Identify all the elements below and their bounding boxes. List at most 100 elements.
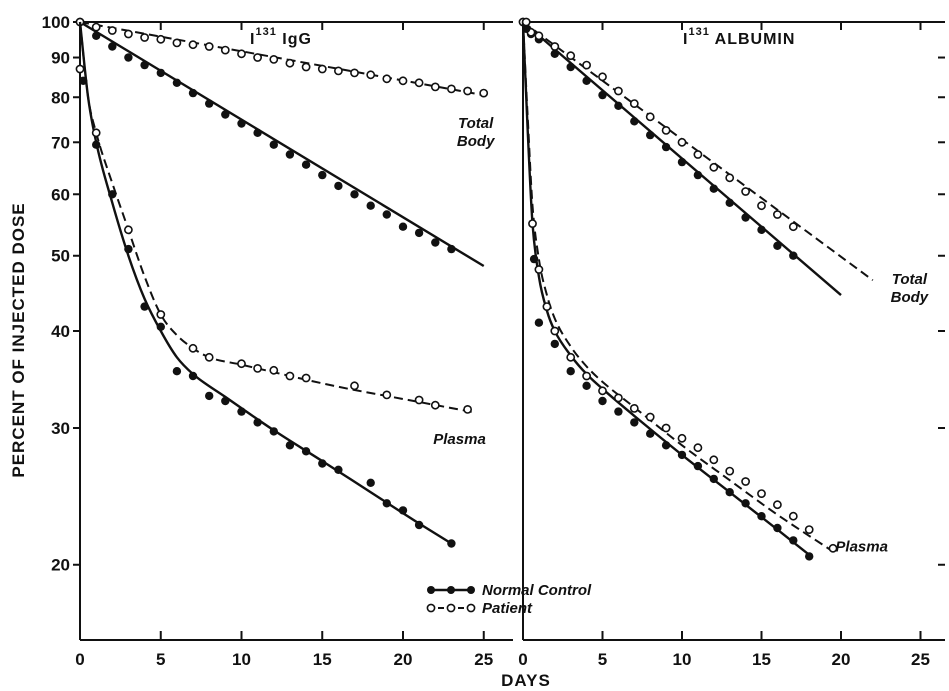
legend-label-patient: Patient — [482, 600, 533, 617]
albumin-total-body-normal-control-point — [550, 49, 559, 58]
albumin-total-body-normal-control-point — [741, 213, 750, 222]
igg-plasma-patient-point — [156, 310, 166, 319]
albumin-plasma-normal-control-point — [789, 536, 798, 545]
igg-total-body-patient-point — [123, 29, 133, 39]
igg-plasma-patient-point — [463, 404, 472, 414]
panel-albumin: 0 5 10 15 20 25 Total Body Plasma I131 ALBUMIN — [518, 17, 945, 669]
albumin-plasma-normal-control-point — [677, 450, 687, 460]
albumin-plasma-normal-control-point — [757, 512, 766, 521]
igg-x-tick-label: 25 — [474, 650, 493, 669]
y-axis-title: PERCENT OF INJECTED DOSE — [9, 202, 28, 477]
albumin-plasma-normal-control-point — [661, 441, 671, 450]
igg-total-body-patient-point — [333, 66, 343, 76]
igg-plasma-normal-control-point — [447, 539, 456, 548]
igg-plasma-normal-control-point — [269, 427, 278, 436]
albumin-total-body-normal-control-point — [598, 90, 607, 100]
albumin-plasma-normal-control-point — [598, 396, 607, 406]
igg-plasma-normal-control-point — [318, 459, 327, 468]
igg-total-body-normal-control-point — [156, 68, 165, 78]
albumin-plasma-normal-control-line — [521, 21, 810, 556]
albumin-plasma-patient-point — [677, 433, 687, 443]
albumin-total-body-patient-point — [773, 210, 782, 219]
albumin-x-tick-label: 0 — [518, 650, 527, 669]
igg-plasma-normal-control-point — [221, 396, 230, 406]
igg-total-body-normal-control-point — [366, 201, 375, 210]
igg-plasma-normal-control-point — [205, 391, 214, 401]
albumin-plasma-patient-point — [598, 386, 607, 396]
igg-plasma-normal-control-point — [398, 506, 408, 515]
albumin-annotation: Plasma — [835, 539, 888, 556]
igg-plasma-normal-control-point — [140, 302, 149, 311]
albumin-total-body-patient-point — [741, 187, 750, 196]
y-tick-label: 70 — [51, 133, 70, 152]
igg-plasma-patient-point — [91, 128, 101, 138]
albumin-plasma-patient-point — [550, 326, 560, 336]
igg-marks: 0 5 10 15 20 25 20 30 40 50 60 70 80 90 100 Total Body Pl… — [42, 13, 513, 669]
igg-total-body-normal-control-point — [382, 210, 391, 219]
igg-total-body-normal-control-point — [431, 238, 440, 247]
igg-plasma-patient-point — [301, 373, 311, 383]
albumin-total-body-patient-point — [582, 60, 591, 70]
legend-marker-patient — [446, 603, 456, 613]
igg-plasma-normal-control-point — [414, 520, 424, 530]
igg-total-body-patient-point — [479, 88, 489, 98]
igg-total-body-patient-point — [398, 76, 408, 86]
igg-plasma-patient-point — [75, 64, 85, 74]
y-tick-label: 100 — [42, 13, 70, 32]
albumin-plasma-patient-line — [522, 21, 834, 553]
albumin-plasma-normal-control-point — [582, 381, 591, 390]
albumin-total-body-normal-control-point — [614, 101, 623, 111]
albumin-total-body-normal-control-point — [773, 241, 782, 250]
albumin-plasma-normal-control-point — [550, 339, 559, 349]
albumin-total-body-normal-control-point — [582, 76, 591, 86]
albumin-plasma-normal-control-point — [709, 474, 718, 484]
albumin-plasma-patient-point — [534, 265, 544, 274]
legend-label-normal-control: Normal Control — [482, 582, 592, 599]
albumin-x-tick-label: 15 — [752, 650, 771, 669]
albumin-total-body-normal-control-point — [646, 130, 655, 140]
x-axis-title: DAYS — [501, 671, 551, 690]
albumin-plasma-patient-point — [542, 302, 552, 311]
igg-plasma-patient-point — [204, 352, 214, 362]
igg-total-body-normal-control-point — [318, 170, 327, 180]
igg-annotation: Plasma — [433, 431, 486, 448]
albumin-total-body-patient-point — [677, 137, 687, 147]
igg-total-body-patient-point — [414, 78, 424, 88]
albumin-total-body-patient-point — [757, 201, 766, 211]
igg-plasma-normal-control-point — [334, 465, 343, 474]
igg-total-body-patient-point — [269, 55, 279, 64]
albumin-plasma-patient-point — [828, 543, 838, 553]
igg-total-body-patient-point — [430, 82, 440, 92]
albumin-total-body-patient-point — [614, 86, 623, 96]
legend-marker-patient — [466, 603, 476, 613]
albumin-plasma-normal-control-point — [534, 318, 544, 327]
igg-plasma-patient-point — [123, 225, 133, 235]
albumin-plasma-patient-point — [725, 466, 735, 476]
igg-plasma-patient-point — [188, 343, 198, 353]
igg-total-body-patient-point — [188, 40, 198, 50]
igg-total-body-patient-point — [253, 53, 262, 62]
igg-total-body-normal-control-line — [79, 20, 485, 268]
albumin-plasma-patient-point — [709, 455, 719, 465]
igg-plasma-normal-control-point — [237, 407, 246, 416]
y-tick-label: 20 — [51, 556, 70, 575]
igg-x-tick-label: 10 — [232, 650, 251, 669]
igg-total-body-normal-control-point — [414, 228, 424, 238]
albumin-total-body-patient-point — [645, 112, 655, 122]
albumin-plasma-patient-point — [773, 500, 782, 510]
panel-title-albumin: I131 ALBUMIN — [683, 26, 795, 48]
igg-plasma-patient-point — [382, 390, 392, 400]
igg-total-body-patient-point — [350, 68, 359, 78]
albumin-total-body-normal-control-point — [693, 170, 703, 180]
igg-plasma-normal-control-point — [188, 371, 198, 381]
albumin-plasma-patient-point — [741, 477, 750, 486]
albumin-plasma-patient-point — [582, 371, 591, 381]
albumin-total-body-patient-point — [661, 125, 671, 135]
igg-total-body-normal-control-point — [140, 60, 149, 70]
igg-plasma-patient-point — [237, 359, 246, 369]
y-tick-label: 90 — [51, 49, 70, 68]
albumin-plasma-patient-point — [629, 403, 639, 413]
albumin-x-tick-label: 10 — [673, 650, 692, 669]
igg-plasma-patient-point — [285, 371, 295, 381]
y-tick-label: 50 — [51, 247, 70, 266]
